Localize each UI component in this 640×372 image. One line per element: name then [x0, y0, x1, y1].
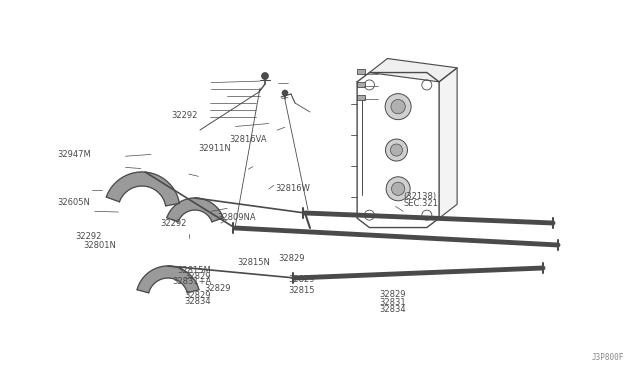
Text: 32816VA: 32816VA — [229, 135, 267, 144]
Circle shape — [262, 73, 269, 80]
Text: 32809NA: 32809NA — [218, 213, 256, 222]
Text: 32815N: 32815N — [237, 258, 269, 267]
Text: J3P800F: J3P800F — [591, 353, 624, 362]
Text: 32292: 32292 — [160, 219, 186, 228]
Polygon shape — [369, 58, 457, 82]
Text: 32829: 32829 — [278, 254, 305, 263]
Text: 32831+A: 32831+A — [172, 278, 211, 286]
Text: 32829: 32829 — [204, 284, 230, 293]
Text: 32605N: 32605N — [58, 198, 90, 207]
Text: 32829: 32829 — [185, 272, 211, 280]
Circle shape — [385, 94, 411, 120]
Text: 32829: 32829 — [288, 275, 314, 284]
Circle shape — [391, 99, 405, 114]
Text: 32801N: 32801N — [83, 241, 116, 250]
Text: 32829: 32829 — [185, 291, 211, 300]
Polygon shape — [106, 172, 179, 206]
Text: 32292: 32292 — [172, 111, 198, 120]
Text: (32138): (32138) — [403, 192, 436, 201]
Polygon shape — [439, 68, 457, 218]
Text: 32834: 32834 — [379, 305, 406, 314]
Circle shape — [390, 144, 403, 156]
Text: 32292: 32292 — [76, 232, 102, 241]
Text: 32947M: 32947M — [58, 150, 92, 159]
Polygon shape — [167, 198, 223, 222]
Circle shape — [385, 139, 408, 161]
Text: 32831: 32831 — [379, 298, 406, 307]
Text: 32815M: 32815M — [177, 266, 211, 275]
Text: SEC.321: SEC.321 — [403, 199, 438, 208]
Text: 32911N: 32911N — [198, 144, 231, 153]
Circle shape — [392, 182, 404, 195]
Polygon shape — [137, 266, 199, 293]
Text: 32816W: 32816W — [275, 185, 310, 193]
Text: 32815: 32815 — [288, 286, 314, 295]
Circle shape — [282, 90, 288, 96]
Bar — [357, 82, 365, 87]
Circle shape — [386, 177, 410, 201]
Text: 32829: 32829 — [379, 290, 405, 299]
Bar — [357, 69, 365, 74]
Bar — [357, 95, 365, 100]
Text: 32834: 32834 — [184, 297, 211, 306]
